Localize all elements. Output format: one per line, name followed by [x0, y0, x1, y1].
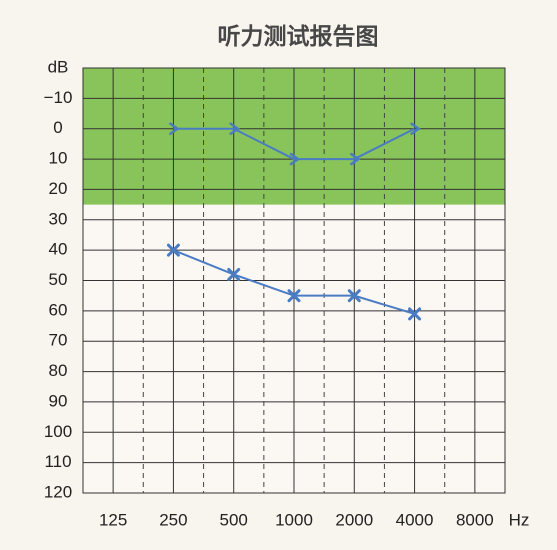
y-tick-label: 90 — [49, 391, 68, 410]
data-point — [410, 122, 421, 135]
y-tick-label: 40 — [49, 240, 68, 259]
y-tick-label: 50 — [49, 270, 68, 289]
y-tick-label: 20 — [49, 179, 68, 198]
y-tick-label: 60 — [49, 300, 68, 319]
x-tick-label: 8000 — [456, 510, 494, 529]
y-tick-label: 0 — [53, 118, 62, 137]
x-tick-label: 125 — [99, 510, 127, 529]
y-tick-label: 110 — [44, 452, 71, 471]
data-point — [350, 152, 361, 166]
data-point — [347, 289, 361, 303]
series-line — [173, 127, 416, 161]
x-tick-label: 1000 — [275, 510, 313, 529]
data-point — [287, 289, 301, 303]
x-axis-unit: Hz — [509, 510, 530, 529]
x-tick-label: 2000 — [335, 510, 373, 529]
y-tick-label: 30 — [49, 209, 68, 228]
data-point — [408, 307, 422, 321]
y-tick-label: dB — [48, 57, 69, 76]
plot-border — [82, 67, 506, 494]
y-tick-label: −10 — [44, 88, 73, 107]
chart-title: 听力测试报告图 — [218, 23, 379, 49]
x-tick-label: 4000 — [396, 510, 434, 529]
y-tick-label: 120 — [44, 482, 72, 501]
data-point — [169, 122, 180, 135]
y-tick-label: 100 — [44, 422, 72, 441]
y-tick-label: 10 — [49, 149, 68, 168]
data-point — [289, 152, 301, 166]
x-tick-label: 500 — [220, 510, 248, 529]
y-tick-label: 70 — [49, 331, 68, 350]
x-tick-label: 250 — [159, 510, 187, 529]
data-point — [229, 122, 240, 135]
data-point — [166, 243, 180, 257]
y-tick-label: 80 — [49, 361, 68, 380]
data-point — [227, 267, 241, 281]
